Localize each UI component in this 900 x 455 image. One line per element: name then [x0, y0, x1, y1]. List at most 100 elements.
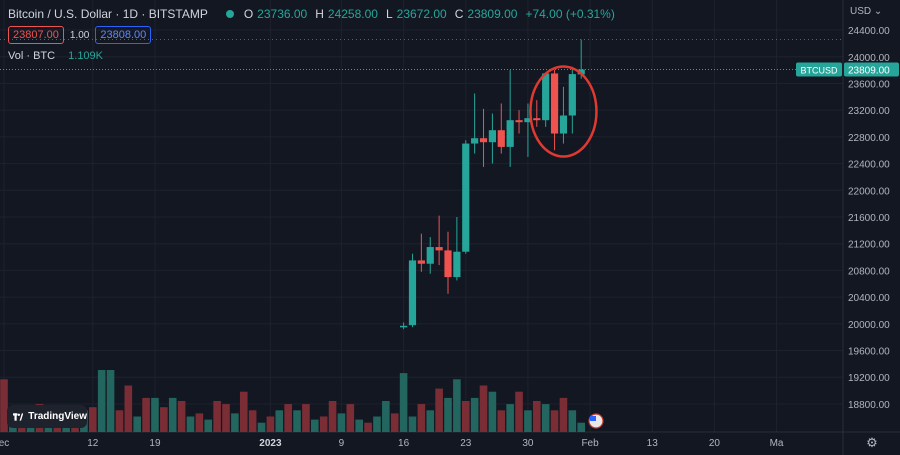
candle-body: [435, 247, 443, 251]
volume-label[interactable]: Vol · BTC: [8, 50, 56, 62]
price-tag-text: 23809.00: [848, 66, 890, 77]
volume-bar: [266, 416, 275, 432]
volume-bar: [239, 391, 248, 432]
price-tick-label: 23600.00: [848, 79, 890, 90]
close-value: 23809.00: [467, 7, 518, 21]
volume-bar: [213, 401, 221, 432]
price-tick-label: 22000.00: [848, 186, 890, 197]
candle-body: [400, 325, 408, 328]
volume-bar: [497, 410, 506, 432]
volume-bar: [222, 404, 230, 432]
candle-body: [444, 250, 452, 278]
volume-bar: [106, 370, 115, 432]
symbol-tag: [796, 62, 842, 77]
time-tick-label: 16: [398, 438, 410, 449]
tradingview-icon: [13, 412, 24, 421]
volume-bar: [284, 404, 292, 432]
us-flag-canton: [590, 416, 596, 421]
volume-bar: [364, 422, 372, 432]
volume-bar: [160, 407, 168, 432]
time-tick-label: 19: [149, 438, 161, 449]
volume-bar: [89, 407, 97, 432]
volume-bar: [257, 422, 266, 432]
time-tick-label: 20: [709, 438, 721, 449]
volume-bar: [124, 385, 133, 432]
volume-bar: [195, 413, 204, 432]
volume-bar: [151, 397, 159, 432]
currency-selector[interactable]: USD ⌄: [850, 6, 882, 17]
price-tick-label: 24000.00: [848, 53, 890, 64]
volume-bar: [408, 416, 417, 432]
spread-value: 1.00: [69, 29, 90, 41]
volume-bar: [515, 391, 523, 432]
price-tick-label: 24400.00: [848, 26, 890, 37]
volume-bar: [97, 370, 106, 432]
candle-body: [488, 130, 496, 143]
price-tick-label: 21600.00: [848, 213, 890, 224]
candle-body: [515, 120, 523, 123]
volume-bar: [337, 413, 346, 432]
market-status-icon: [225, 10, 234, 18]
price-tick-label: 21200.00: [848, 240, 890, 251]
price-tick-label: 19200.00: [848, 373, 890, 384]
volume-bar: [382, 401, 390, 432]
volume-bar: [133, 416, 141, 432]
volume-bar: [115, 410, 124, 432]
buy-button[interactable]: 23808.00: [95, 26, 152, 44]
symbol-title[interactable]: Bitcoin / U.S. Dollar · 1D · BITSTAMP: [8, 7, 208, 21]
candle-body: [417, 260, 425, 264]
volume-bar: [453, 379, 461, 432]
time-tick-label: Ma: [770, 438, 784, 449]
volume-bar: [550, 410, 559, 432]
settings-gear-icon[interactable]: ⚙: [866, 436, 878, 451]
volume-bar: [533, 401, 541, 432]
open-value: 23736.00: [257, 7, 308, 21]
volume-bar: [559, 397, 568, 432]
price-tick-label: 22400.00: [848, 160, 890, 171]
trade-panel: 23807.00 1.00 23808.00: [8, 26, 152, 44]
time-tick-label: 23: [460, 438, 472, 449]
price-tick-label: 19600.00: [848, 347, 890, 358]
time-tick-label: Feb: [581, 438, 599, 449]
high-label: H: [315, 7, 324, 21]
volume-bar: [0, 379, 8, 432]
volume-bar: [355, 419, 363, 432]
change-value: +74.00 (+0.31%): [525, 7, 615, 21]
tradingview-logo[interactable]: TradingView: [7, 405, 87, 428]
symbol-tag-text: BTCUSD: [800, 66, 838, 76]
sell-button[interactable]: 23807.00: [8, 26, 64, 44]
price-tag: [844, 62, 899, 77]
volume-bar: [177, 401, 186, 432]
candle-body: [497, 130, 505, 147]
volume-bar: [168, 397, 177, 432]
candle-body: [479, 138, 488, 143]
volume-bar: [435, 388, 443, 432]
volume-bar: [248, 410, 257, 432]
candle-body: [533, 118, 541, 121]
volume-bar: [399, 373, 408, 432]
volume-bar: [426, 410, 435, 432]
volume-bar: [293, 410, 301, 432]
volume-bar: [390, 413, 399, 432]
volume-bar: [319, 416, 328, 432]
highlight-ellipse: [529, 65, 598, 158]
candle-body: [559, 115, 568, 134]
volume-bar: [186, 416, 195, 432]
price-tick-label: 22800.00: [848, 133, 890, 144]
time-tick-label: ec: [0, 438, 9, 449]
volume-bar: [417, 404, 426, 432]
time-tick-label: 30: [522, 438, 534, 449]
price-tick-label: 23200.00: [848, 106, 890, 117]
volume-bar: [479, 385, 488, 432]
candle-body: [462, 143, 470, 252]
candle-body: [524, 118, 532, 123]
time-tick-label: 9: [339, 438, 345, 449]
price-tick-label: 20400.00: [848, 293, 890, 304]
high-value: 24258.00: [327, 7, 378, 21]
volume-bar: [488, 391, 497, 432]
volume-value: 1.109K: [68, 50, 104, 62]
price-tick-label: 20000.00: [848, 320, 890, 331]
candle-body: [506, 120, 514, 147]
